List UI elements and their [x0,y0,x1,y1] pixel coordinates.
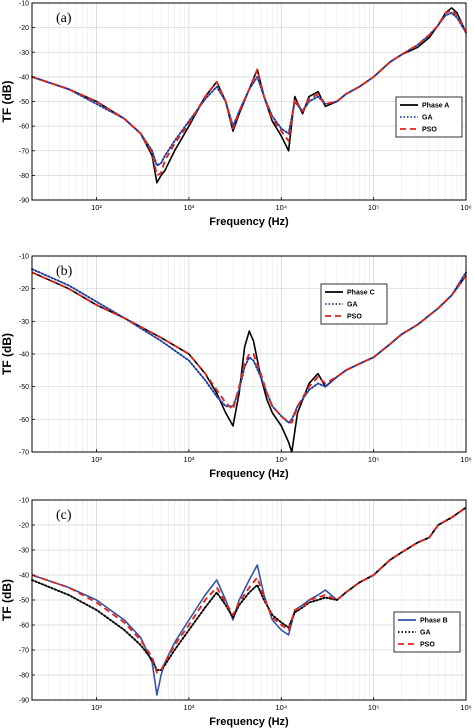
y-tick-label: -30 [19,319,29,326]
y-tick-label: -90 [19,198,29,205]
legend-label: Phase A [422,103,449,110]
x-tick-label: 10⁵ [368,455,379,464]
grid [31,2,467,201]
legend-label: GA [422,115,433,122]
legend: Phase C GA PSO [320,283,388,325]
y-tick-label: -40 [19,573,29,580]
x-tick-label: 10⁵ [368,703,379,712]
panel-label: (c) [56,508,72,523]
y-tick-label: -20 [19,523,29,530]
chart-panel-1: -90 -80 -70 -60 -50 -40 -30 -20 -10 10² 10³ 10⁴ 10⁵ 1… [0,1,472,229]
legend: Phase B GA PSO [393,611,461,653]
y-tick-label: -40 [19,74,29,81]
legend-label: PSO [347,314,362,321]
y-tick-label: -20 [19,286,29,293]
y-tick-label: -70 [19,648,29,655]
y-tick-label: -10 [19,498,29,505]
series-line-pso [31,506,467,674]
x-axis-label: Frequency (Hz) [209,216,289,228]
x-tick-label: 10² [91,203,102,212]
x-tick-label: 10³ [183,703,194,712]
y-tick-label: -30 [19,50,29,57]
y-tick-label: -50 [19,598,29,605]
x-tick-label: 10⁴ [275,455,287,464]
series-line-pso [31,9,467,177]
x-tick-label: 10⁶ [460,203,471,212]
y-tick-label: -20 [19,25,29,32]
x-tick-label: 10⁶ [460,703,471,712]
series-line-phase-a [31,7,467,184]
y-tick-label: -70 [19,450,29,457]
y-tick-label: -60 [19,124,29,131]
y-tick-label: -80 [19,173,29,180]
legend: Phase A GA PSO [395,96,463,138]
y-tick-label: -40 [19,352,29,359]
y-tick-label: -60 [19,623,29,630]
x-tick-label: 10² [91,703,102,712]
series-line-ga [31,11,467,167]
legend-label: Phase C [347,290,375,297]
y-axis-label: TF (dB) [0,579,14,621]
y-tick-label: -50 [19,384,29,391]
legend-label: PSO [420,642,435,649]
y-tick-label: -70 [19,148,29,155]
panel-label: (a) [56,11,72,26]
y-tick-label: -80 [19,673,29,680]
x-tick-label: 10⁵ [368,203,379,212]
y-tick-label: -10 [19,1,29,8]
y-tick-label: -90 [19,698,29,705]
x-tick-label: 10⁴ [275,703,287,712]
y-axis-label: TF (dB) [0,333,14,375]
series-line-pso [31,271,467,424]
x-tick-label: 10² [91,455,102,464]
legend-label: Phase B [420,618,448,625]
x-axis-label: Frequency (Hz) [209,716,289,728]
y-tick-label: -10 [19,254,29,261]
x-tick-label: 10⁴ [275,203,287,212]
y-axis-label: TF (dB) [0,81,14,123]
x-tick-label: 10³ [183,203,194,212]
chart-panel-2: -70 -60 -50 -40 -30 -20 -10 10² 10³ 10⁴ 10⁵ 10⁶ Freq… [0,254,472,481]
y-tick-label: -30 [19,548,29,555]
x-tick-label: 10³ [183,455,194,464]
legend-label: GA [420,630,431,637]
panel-label: (b) [56,264,73,279]
y-tick-label: -60 [19,417,29,424]
x-tick-label: 10⁶ [460,455,471,464]
chart-panel-3: -90 -80 -70 -60 -50 -40 -30 -20 -10 10² 10³ 10⁴ 10⁵ 1… [0,498,472,728]
x-axis-label: Frequency (Hz) [209,468,289,480]
y-tick-label: -50 [19,99,29,106]
legend-label: PSO [422,127,437,134]
legend-label: GA [347,302,358,309]
